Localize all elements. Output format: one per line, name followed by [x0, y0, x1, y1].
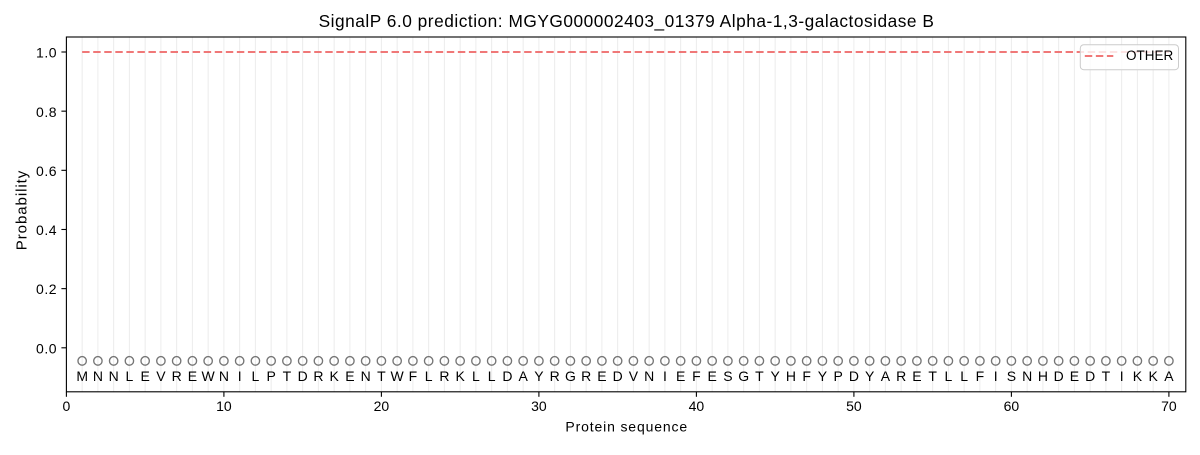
svg-text:0.0: 0.0	[36, 340, 57, 356]
svg-text:N: N	[1022, 368, 1032, 384]
svg-text:T: T	[928, 368, 937, 384]
svg-text:K: K	[1148, 368, 1158, 384]
svg-text:M: M	[76, 368, 88, 384]
svg-text:N: N	[109, 368, 119, 384]
svg-text:E: E	[676, 368, 685, 384]
svg-text:E: E	[188, 368, 197, 384]
svg-text:70: 70	[1161, 398, 1177, 414]
svg-text:T: T	[1102, 368, 1111, 384]
svg-text:D: D	[1085, 368, 1095, 384]
svg-text:0.8: 0.8	[36, 104, 57, 120]
svg-text:D: D	[849, 368, 859, 384]
svg-text:P: P	[833, 368, 842, 384]
svg-text:E: E	[1070, 368, 1079, 384]
svg-text:L: L	[126, 368, 134, 384]
svg-text:D: D	[613, 368, 623, 384]
svg-text:Protein sequence: Protein sequence	[565, 419, 688, 435]
svg-text:V: V	[156, 368, 166, 384]
svg-text:D: D	[298, 368, 308, 384]
svg-text:I: I	[238, 368, 242, 384]
svg-text:Probability: Probability	[14, 170, 31, 250]
svg-text:I: I	[663, 368, 667, 384]
svg-text:0.4: 0.4	[36, 222, 57, 238]
svg-text:F: F	[802, 368, 811, 384]
svg-text:S: S	[1007, 368, 1016, 384]
svg-text:L: L	[488, 368, 496, 384]
svg-text:N: N	[361, 368, 371, 384]
svg-text:SignalP 6.0 prediction: MGYG00: SignalP 6.0 prediction: MGYG000002403_01…	[319, 11, 935, 31]
svg-text:1.0: 1.0	[36, 45, 57, 61]
svg-text:A: A	[1164, 368, 1174, 384]
svg-text:F: F	[976, 368, 985, 384]
svg-text:Y: Y	[534, 368, 544, 384]
svg-text:R: R	[313, 368, 323, 384]
svg-text:A: A	[881, 368, 891, 384]
svg-text:10: 10	[216, 398, 232, 414]
svg-text:Y: Y	[770, 368, 780, 384]
svg-text:20: 20	[374, 398, 390, 414]
svg-text:L: L	[472, 368, 480, 384]
svg-text:0.6: 0.6	[36, 163, 57, 179]
svg-text:E: E	[345, 368, 354, 384]
svg-text:D: D	[1054, 368, 1064, 384]
svg-text:0.2: 0.2	[36, 281, 57, 297]
svg-text:F: F	[409, 368, 418, 384]
svg-text:T: T	[755, 368, 764, 384]
svg-text:40: 40	[689, 398, 705, 414]
svg-text:Y: Y	[865, 368, 875, 384]
svg-text:S: S	[723, 368, 732, 384]
svg-text:E: E	[707, 368, 716, 384]
svg-text:I: I	[994, 368, 998, 384]
svg-text:R: R	[172, 368, 182, 384]
svg-text:K: K	[1133, 368, 1143, 384]
svg-text:G: G	[565, 368, 576, 384]
svg-text:L: L	[960, 368, 968, 384]
svg-text:W: W	[391, 368, 405, 384]
svg-text:R: R	[550, 368, 560, 384]
svg-text:L: L	[945, 368, 953, 384]
svg-text:W: W	[202, 368, 216, 384]
svg-text:30: 30	[531, 398, 547, 414]
svg-text:T: T	[283, 368, 292, 384]
svg-text:0: 0	[63, 398, 71, 414]
svg-text:H: H	[1038, 368, 1048, 384]
svg-text:60: 60	[1004, 398, 1020, 414]
svg-text:R: R	[581, 368, 591, 384]
svg-text:50: 50	[846, 398, 862, 414]
svg-text:E: E	[597, 368, 606, 384]
svg-text:H: H	[786, 368, 796, 384]
svg-text:R: R	[896, 368, 906, 384]
svg-text:Y: Y	[818, 368, 828, 384]
svg-text:T: T	[377, 368, 386, 384]
svg-text:N: N	[93, 368, 103, 384]
svg-text:I: I	[1120, 368, 1124, 384]
svg-text:K: K	[329, 368, 339, 384]
svg-text:A: A	[518, 368, 528, 384]
svg-text:V: V	[629, 368, 639, 384]
svg-text:E: E	[912, 368, 921, 384]
svg-text:E: E	[140, 368, 149, 384]
svg-text:G: G	[738, 368, 749, 384]
svg-text:N: N	[644, 368, 654, 384]
svg-text:R: R	[439, 368, 449, 384]
svg-text:F: F	[692, 368, 701, 384]
svg-text:D: D	[502, 368, 512, 384]
svg-text:K: K	[455, 368, 465, 384]
svg-text:P: P	[266, 368, 275, 384]
svg-text:L: L	[252, 368, 260, 384]
svg-text:L: L	[425, 368, 433, 384]
svg-text:OTHER: OTHER	[1126, 48, 1174, 63]
svg-text:N: N	[219, 368, 229, 384]
